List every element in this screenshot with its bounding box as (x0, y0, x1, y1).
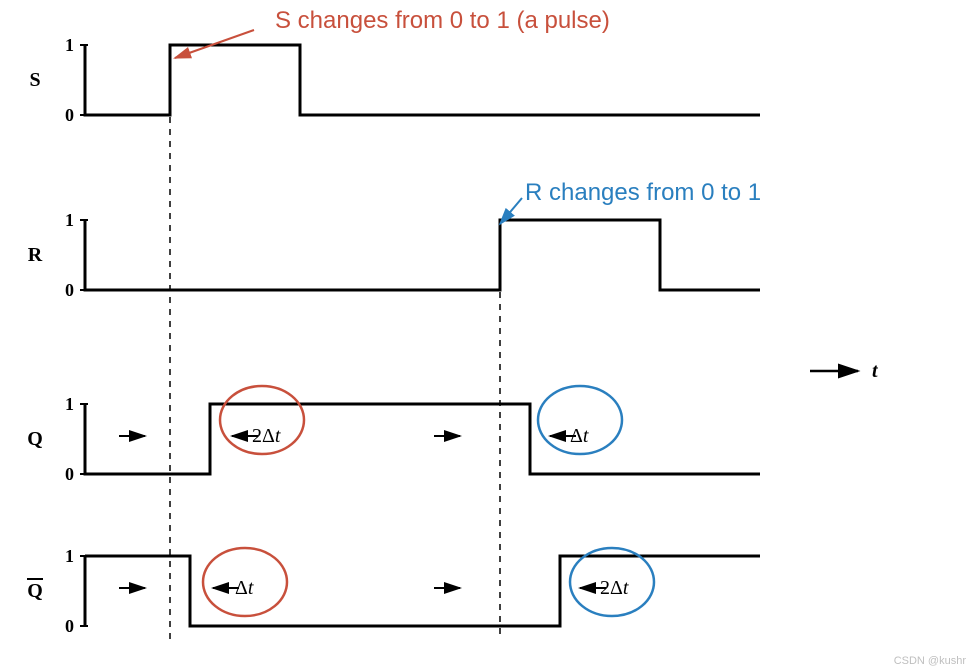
annotation-s-pulse: S changes from 0 to 1 (a pulse) (275, 7, 610, 34)
timing-diagram: S 1 0 R 1 0 Q 1 0 Q 1 0 t 2Δt Δt Δt 2Δt S changes from 0 … (0, 0, 974, 671)
svg-text:0: 0 (65, 105, 74, 125)
waveform (85, 45, 760, 115)
waveform (85, 404, 760, 474)
signal-R: R 1 0 (28, 210, 760, 300)
time-label: t (872, 360, 879, 382)
delay-label: 2Δt (600, 577, 629, 599)
delay-marker: 2Δt (119, 425, 281, 447)
waveform (85, 220, 760, 290)
signal-Qbar: Q 1 0 (27, 546, 760, 636)
delay-label: 2Δt (252, 425, 281, 447)
svg-text:1: 1 (65, 546, 74, 566)
signal-label: Q (27, 580, 43, 602)
waveform (85, 556, 760, 626)
signal-label: S (29, 69, 40, 91)
svg-text:0: 0 (65, 280, 74, 300)
svg-text:1: 1 (65, 394, 74, 414)
svg-text:1: 1 (65, 35, 74, 55)
svg-text:1: 1 (65, 210, 74, 230)
delay-marker: Δt (119, 577, 254, 599)
signal-label: R (28, 244, 43, 266)
signal-Q: Q 1 0 (27, 394, 760, 484)
delay-label: Δt (235, 577, 254, 599)
annotation-r-pulse: R changes from 0 to 1 (525, 179, 761, 206)
delay-marker: Δt (434, 425, 589, 447)
watermark: CSDN @kushr (894, 655, 966, 667)
signal-label: Q (27, 428, 43, 450)
svg-text:0: 0 (65, 616, 74, 636)
svg-text:0: 0 (65, 464, 74, 484)
signal-S: S 1 0 (29, 35, 760, 125)
delay-marker: 2Δt (434, 577, 629, 599)
delay-label: Δt (570, 425, 589, 447)
